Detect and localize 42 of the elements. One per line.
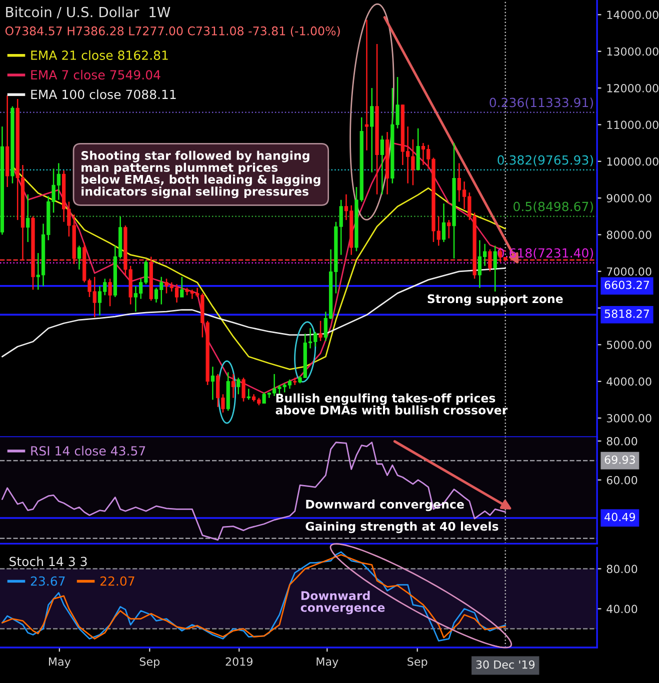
legend-label: RSI 14 close 43.57	[31, 446, 146, 456]
text: O7384.57 H7386.28 L7277.00 C7311.08 -73.81 (-1.00%)	[5, 26, 340, 37]
annotation: Shooting star followed by hanging man patterns plummet prices below EMAs, both leading & lagging indicators signal selling pressures	[81, 150, 320, 198]
ref-line-label: 30 Dec '19	[476, 660, 535, 669]
legend-label: EMA 100 close 7088.11	[31, 89, 176, 100]
x-tick-label: May	[316, 658, 338, 668]
y-tick-label: 10000.00	[607, 157, 658, 166]
annotation: Strong support zone	[428, 294, 563, 306]
ref-line-label: 40.49	[604, 512, 636, 522]
y-tick-label: 8000.00	[606, 230, 652, 240]
y-tick-label: 7000.00	[606, 267, 652, 276]
legend-title: Stoch 14 3 3	[10, 556, 87, 566]
x-tick-label: Sep	[408, 657, 428, 668]
annotation: Gaining strength at 40 levels	[306, 522, 498, 534]
ref-line-label: 0.236(11333.91)	[490, 98, 593, 109]
y-tick-label: 80.00	[606, 564, 638, 574]
y-tick-label: 40.00	[606, 604, 638, 614]
y-tick-label: 12000.00	[607, 84, 658, 92]
ref-line-label: 6603.27	[604, 280, 649, 290]
y-tick-label: 13000.00	[607, 47, 658, 56]
y-tick-label: 60.00	[606, 476, 638, 484]
y-tick-label: 9000.00	[606, 194, 652, 202]
y-tick-label: 3000.00	[606, 414, 652, 422]
legend-label: 22.07	[100, 576, 134, 586]
legend-label: EMA 21 close 8162.81	[31, 50, 168, 60]
y-tick-label: 4000.00	[606, 377, 652, 386]
y-tick-label: 11000.00	[607, 120, 658, 130]
ref-line-label: 0.382(9765.93)	[498, 155, 593, 166]
x-tick-label: Sep	[140, 657, 160, 668]
y-tick-label: 80.00	[606, 436, 638, 446]
legend-label: 23.67	[30, 576, 65, 586]
ref-line-label: 0.5(8498.67)	[514, 202, 593, 213]
legend-label: EMA 7 close 7549.04	[31, 70, 160, 80]
ref-line-label: 5818.27	[604, 310, 649, 318]
y-tick-label: 14000.00	[607, 10, 658, 20]
chart-title: Bitcoin / U.S. Dollar 1W	[6, 6, 170, 18]
y-tick-label: 5000.00	[606, 340, 652, 350]
x-tick-label: May	[49, 658, 71, 668]
ref-line-label: 69.93	[604, 455, 635, 464]
annotation: Bullish engulfing takes-off prices above DMAs with bullish crossover	[276, 393, 508, 415]
x-tick-label: 2019	[226, 657, 252, 666]
annotation: Downward convergence	[300, 590, 385, 614]
